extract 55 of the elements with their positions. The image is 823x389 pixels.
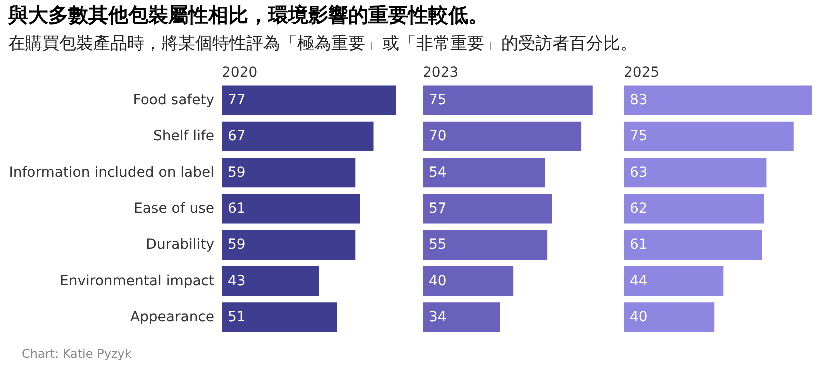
bar: [222, 230, 356, 260]
chart-title: 與大多數其他包裝屬性相比，環境影響的重要性較低。: [8, 3, 489, 27]
data-label: 61: [228, 201, 246, 217]
data-label: 44: [630, 273, 648, 290]
data-label: 55: [429, 237, 447, 254]
bar: [222, 158, 356, 188]
y-tick-label: Durability: [146, 237, 214, 254]
y-tick-label: Information included on label: [9, 164, 214, 181]
y-tick-label: Appearance: [130, 309, 214, 326]
data-label: 51: [228, 309, 246, 326]
data-label: 63: [630, 164, 648, 181]
data-label: 40: [429, 273, 447, 290]
bar: [423, 86, 593, 116]
bar: [423, 230, 548, 260]
data-label: 34: [429, 309, 447, 326]
y-tick-label: Food safety: [133, 92, 214, 109]
bar: [222, 302, 338, 332]
data-label: 54: [429, 164, 447, 181]
text: Chart: Katie Pyzyk: [22, 347, 132, 361]
bar: [624, 122, 794, 152]
bar: [222, 194, 360, 224]
bar: [624, 158, 767, 188]
data-label: 40: [630, 309, 648, 326]
bar: [423, 266, 514, 296]
bar: [423, 194, 552, 224]
bar: [423, 122, 582, 152]
series-label: 2020: [222, 65, 258, 81]
bar: [624, 86, 812, 116]
data-label: 57: [429, 201, 447, 217]
data-label: 59: [228, 164, 246, 181]
bar: [624, 230, 762, 260]
bar: [624, 302, 715, 332]
chart-subtitle: 在購買包裝產品時，將某個特性評為「極為重要」或「非常重要」的受訪者百分比。: [8, 34, 638, 54]
y-tick-label: Environmental impact: [60, 273, 216, 290]
bar: [222, 122, 374, 152]
data-label: 62: [630, 201, 648, 217]
data-label: 67: [228, 128, 246, 145]
y-tick-label: Shelf life: [154, 128, 214, 145]
data-label: 83: [630, 92, 648, 109]
series-label: 2023: [423, 65, 459, 81]
bar: [222, 266, 320, 296]
data-label: 70: [429, 128, 447, 145]
data-label: 75: [630, 128, 648, 145]
series-label: 2025: [624, 65, 660, 81]
bar: [222, 86, 396, 116]
data-label: 59: [228, 237, 246, 254]
bar: [624, 266, 724, 296]
data-label: 61: [630, 237, 648, 254]
y-tick-label: Ease of use: [134, 201, 214, 217]
data-label: 77: [228, 92, 246, 109]
bar: [624, 194, 764, 224]
bar: [423, 158, 546, 188]
bar: [423, 302, 500, 332]
data-label: 43: [228, 273, 246, 290]
data-label: 75: [429, 92, 447, 109]
